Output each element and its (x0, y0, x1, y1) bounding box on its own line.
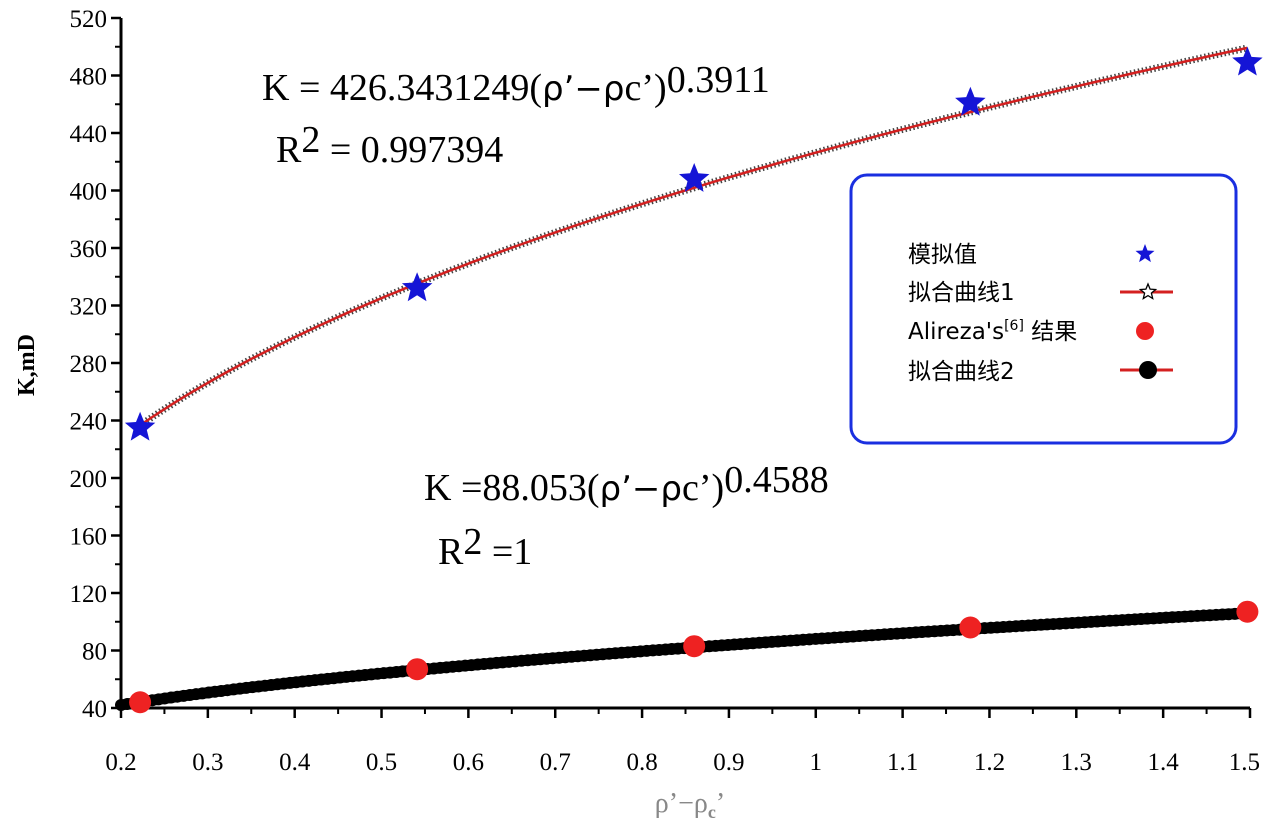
legend-box (849, 173, 1238, 445)
y-ticks: 40 80 120 160 200 240 280 320 360 400 440 480 520 (70, 6, 121, 723)
series-layer (115, 44, 1263, 714)
legend-symbol-fit-2-marker (1139, 361, 1157, 379)
r-squared-1-r: R (276, 129, 302, 171)
y-tick-label: 160 (70, 524, 108, 551)
y-axis-label: K,mD (14, 334, 40, 396)
x-tick-label: 0.7 (540, 749, 571, 776)
equation-1-prefix: K = 426.3431249( (262, 67, 542, 109)
x-ticks: 0.2 0.3 0.4 0.5 0.6 0.7 0.8 0.9 1 1.1 1.2 1.3 1.4 1.5 (105, 708, 1260, 776)
x-tick-label: 0.3 (192, 749, 223, 776)
r-squared-1-value: = 0.997394 (320, 129, 503, 171)
legend-label-fit-2: 拟合曲线2 (908, 359, 1015, 385)
r-squared-2-sup: 2 (463, 521, 482, 563)
r-squared-2-r: R (438, 531, 464, 573)
x-axis-label: ρ’−ρc’ (655, 788, 725, 822)
equation-1: K = 426.3431249(ρ’−ρc’)0.3911 (262, 59, 770, 109)
y-tick-label: 120 (70, 581, 108, 608)
y-tick-label: 440 (70, 121, 108, 148)
y-tick-label: 80 (82, 639, 107, 666)
x-tick-label: 0.5 (366, 749, 397, 776)
legend-symbol-alireza (1136, 322, 1154, 340)
x-axis-label-sub: c (708, 802, 716, 822)
x-axis-label-tail: ’ (716, 788, 725, 819)
alireza-point (406, 658, 429, 681)
y-tick-label: 520 (70, 6, 108, 33)
y-tick-label: 320 (70, 294, 108, 321)
equation-2-sub: c (682, 467, 699, 509)
equation-2: K =88.053(ρ’−ρc’)0.4588 (424, 459, 829, 509)
x-tick-label: 0.9 (713, 749, 744, 776)
legend-symbol-simulated (1135, 244, 1155, 263)
legend-label-simulated: 模拟值 (908, 242, 977, 268)
x-tick-label: 1.5 (1229, 749, 1260, 776)
equation-1-rho: ρ’−ρ (542, 69, 624, 109)
equation-1-exponent: 0.3911 (667, 59, 770, 101)
equation-2-prefix: K =88.053( (424, 467, 600, 509)
legend-label-alireza-tail: 结果 (1024, 319, 1077, 345)
y-tick-label: 480 (70, 64, 108, 91)
series-4 (115, 607, 1254, 712)
alireza-point (959, 616, 982, 639)
y-tick-label: 280 (70, 351, 108, 378)
x-tick-label: 1.2 (974, 749, 1005, 776)
simulated-point (1232, 46, 1263, 76)
legend: 模拟值 拟合曲线1 Alireza's[6] 结果 拟合曲线2 (849, 173, 1238, 445)
simulated-point (955, 86, 986, 116)
y-tick-label: 400 (70, 179, 108, 206)
x-tick-label: 1.4 (1148, 749, 1180, 776)
series-3-points (129, 600, 1259, 714)
equation-2-rho: ρ’−ρ (600, 469, 682, 509)
legend-symbol-fit-1-marker (1138, 282, 1158, 300)
fit-curve-1-line (139, 46, 1248, 427)
x-tick-label: 1.1 (887, 749, 918, 776)
alireza-point (683, 635, 706, 658)
equation-1-suffix: ’) (641, 67, 666, 109)
x-tick-label: 0.4 (279, 749, 311, 776)
equation-1-sub: c (625, 67, 642, 109)
legend-symbols (1120, 244, 1173, 379)
series-1-points (124, 46, 1263, 441)
x-axis-label-main: ρ’−ρ (655, 788, 708, 819)
legend-label-alireza-ref: [6] (1004, 318, 1024, 334)
x-tick-label: 0.2 (105, 749, 136, 776)
alireza-point (129, 691, 152, 714)
r-squared-1: R2 = 0.997394 (276, 119, 503, 171)
y-tick-label: 200 (70, 466, 108, 493)
legend-label-fit-1: 拟合曲线1 (908, 280, 1015, 306)
r-squared-1-sup: 2 (301, 119, 320, 161)
y-tick-label: 240 (70, 409, 108, 436)
equation-2-exponent: 0.4588 (724, 459, 829, 501)
simulated-point (124, 411, 156, 441)
x-tick-label: 0.8 (626, 749, 657, 776)
legend-label-alireza: Alireza's[6] 结果 (908, 318, 1077, 345)
x-tick-label: 0.6 (453, 749, 484, 776)
r-squared-2-value: =1 (482, 531, 532, 573)
x-tick-label: 1.3 (1061, 749, 1092, 776)
alireza-point (1236, 600, 1259, 623)
equation-2-suffix: ’) (699, 467, 724, 509)
series-2 (138, 44, 1249, 429)
y-tick-label: 360 (70, 236, 108, 263)
y-tick-label: 40 (82, 696, 107, 723)
x-tick-label: 1 (810, 749, 823, 776)
simulated-point (401, 272, 433, 302)
legend-label-alireza-name: Alireza's (908, 319, 1004, 345)
simulated-point (679, 163, 710, 192)
r-squared-2: R2 =1 (438, 521, 532, 573)
